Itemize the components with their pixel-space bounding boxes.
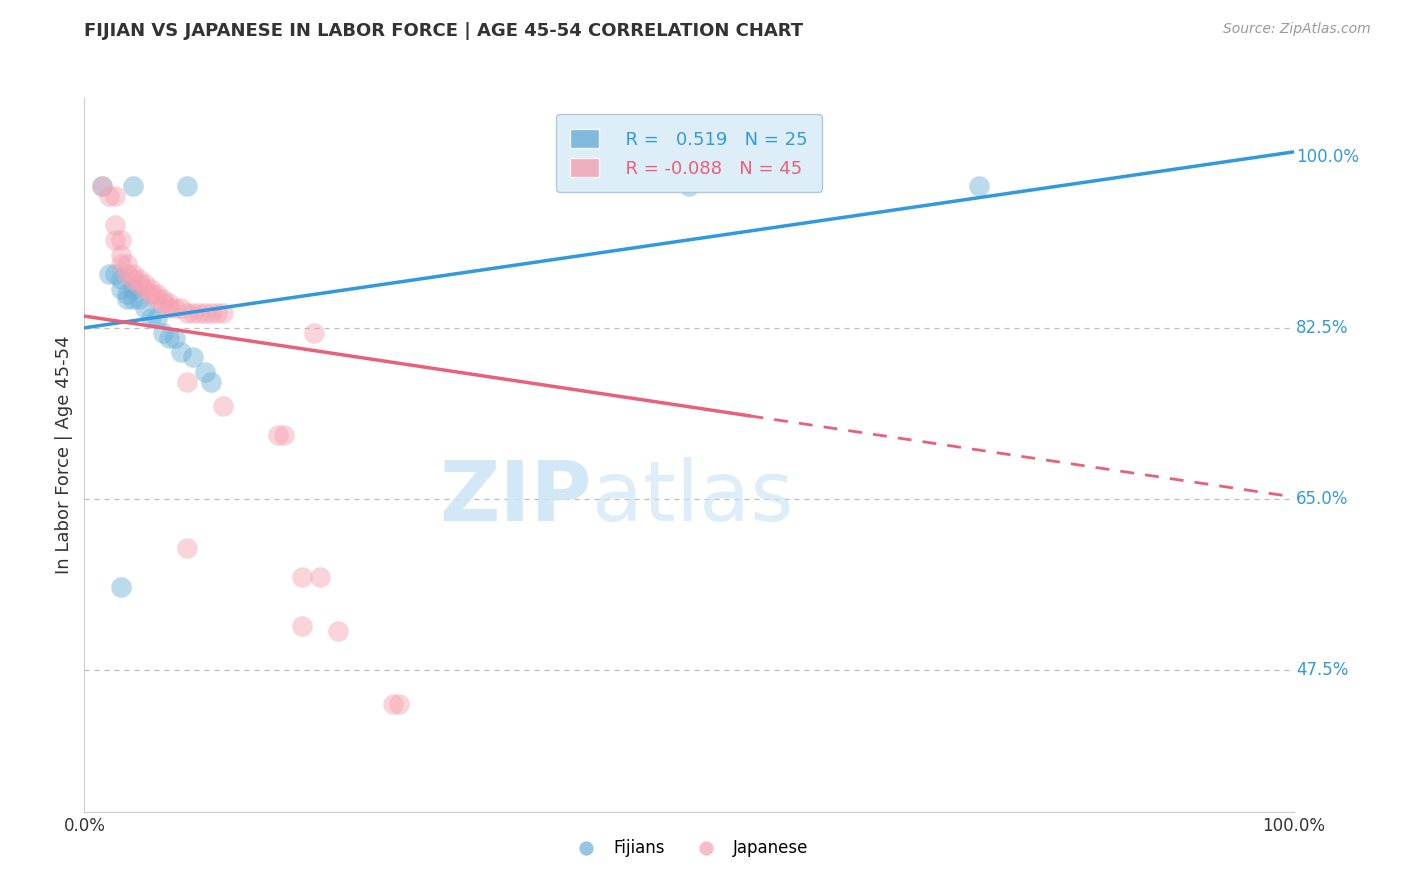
- Point: [110, 247, 132, 261]
- Point: [967, 179, 990, 194]
- Point: [91, 179, 114, 194]
- Point: [212, 399, 235, 413]
- Point: [152, 292, 174, 306]
- Point: [181, 306, 204, 320]
- Point: [212, 306, 235, 320]
- Point: [128, 292, 150, 306]
- Point: [139, 282, 162, 296]
- Text: 65.0%: 65.0%: [1296, 490, 1348, 508]
- Point: [115, 286, 138, 301]
- Text: Source: ZipAtlas.com: Source: ZipAtlas.com: [1223, 22, 1371, 37]
- Point: [91, 179, 114, 194]
- Point: [121, 267, 143, 281]
- Point: [115, 257, 138, 271]
- Point: [152, 296, 174, 310]
- Point: [110, 282, 132, 296]
- Point: [121, 292, 143, 306]
- Point: [146, 311, 169, 326]
- Legend: Fijians, Japanese: Fijians, Japanese: [562, 833, 815, 864]
- Point: [291, 619, 314, 633]
- Point: [110, 580, 132, 594]
- Point: [157, 330, 180, 344]
- Point: [200, 375, 222, 389]
- Point: [110, 257, 132, 271]
- Point: [104, 267, 127, 281]
- Point: [181, 350, 204, 364]
- Point: [176, 306, 198, 320]
- Point: [163, 330, 186, 344]
- Point: [134, 301, 156, 316]
- Point: [121, 282, 143, 296]
- Point: [139, 311, 162, 326]
- Point: [291, 570, 314, 584]
- Point: [128, 272, 150, 286]
- Point: [302, 326, 325, 340]
- Point: [188, 306, 211, 320]
- Point: [110, 272, 132, 286]
- Point: [134, 282, 156, 296]
- Point: [97, 189, 120, 203]
- Point: [104, 218, 127, 232]
- Point: [328, 624, 350, 638]
- Point: [388, 697, 411, 711]
- Point: [309, 570, 332, 584]
- Point: [207, 306, 229, 320]
- Point: [104, 189, 127, 203]
- Text: 47.5%: 47.5%: [1296, 661, 1348, 679]
- Point: [194, 306, 217, 320]
- Point: [97, 267, 120, 281]
- Point: [176, 541, 198, 555]
- Point: [134, 277, 156, 291]
- Point: [115, 267, 138, 281]
- Point: [157, 296, 180, 310]
- Point: [139, 286, 162, 301]
- Point: [200, 306, 222, 320]
- Text: ZIP: ZIP: [440, 458, 592, 538]
- Point: [381, 697, 404, 711]
- Point: [194, 365, 217, 379]
- Point: [146, 286, 169, 301]
- Point: [267, 428, 290, 442]
- Point: [176, 375, 198, 389]
- Point: [170, 345, 193, 359]
- Point: [157, 301, 180, 316]
- Text: FIJIAN VS JAPANESE IN LABOR FORCE | AGE 45-54 CORRELATION CHART: FIJIAN VS JAPANESE IN LABOR FORCE | AGE …: [84, 22, 803, 40]
- Point: [273, 428, 295, 442]
- Point: [170, 301, 193, 316]
- Point: [110, 233, 132, 247]
- Point: [121, 179, 143, 194]
- Point: [104, 233, 127, 247]
- Point: [146, 292, 169, 306]
- Point: [163, 301, 186, 316]
- Point: [152, 326, 174, 340]
- Point: [678, 179, 700, 194]
- Point: [121, 272, 143, 286]
- Y-axis label: In Labor Force | Age 45-54: In Labor Force | Age 45-54: [55, 335, 73, 574]
- Text: atlas: atlas: [592, 458, 794, 538]
- Text: 82.5%: 82.5%: [1296, 318, 1348, 337]
- Point: [176, 179, 198, 194]
- Point: [128, 277, 150, 291]
- Point: [115, 292, 138, 306]
- Text: 100.0%: 100.0%: [1296, 148, 1360, 166]
